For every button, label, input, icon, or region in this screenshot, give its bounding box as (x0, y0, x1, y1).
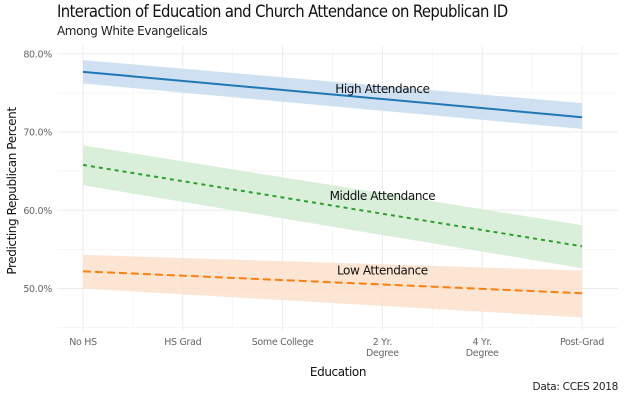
confidence-bands (83, 60, 582, 318)
y-tick-label: 80.0% (23, 49, 52, 60)
x-tick-label: HS Grad (164, 337, 201, 348)
confidence-band-low-attendance (83, 254, 582, 318)
y-tick-label: 70.0% (23, 128, 52, 139)
y-axis-ticks: 50.0% 60.0% 70.0% 80.0% (23, 49, 52, 295)
x-axis-title: Education (310, 365, 366, 379)
series-lines (82, 70, 583, 295)
confidence-band-middle-attendance (83, 145, 582, 269)
chart-subtitle: Among White Evangelicals (57, 24, 208, 38)
y-tick-label: 50.0% (23, 284, 52, 295)
series-label-high-attendance: High Attendance (335, 82, 429, 96)
x-tick-label: No HS (69, 337, 97, 348)
y-tick-label: 60.0% (23, 206, 52, 217)
series-labels: High Attendance Middle Attendance Low Atte… (330, 82, 436, 278)
series-label-middle-attendance: Middle Attendance (330, 189, 436, 203)
x-tick-label: Post-Grad (560, 337, 604, 348)
chart-caption: Data: CCES 2018 (532, 381, 619, 393)
x-axis-ticks: No HS HS Grad Some College 2 Yr. Degree 4 Yr.… (69, 337, 604, 359)
x-tick-label: 2 Yr. Degree (366, 337, 399, 359)
series-label-low-attendance: Low Attendance (337, 264, 428, 278)
x-tick-label: Some College (252, 337, 314, 348)
chart-title: Interaction of Education and Church Atte… (57, 2, 508, 21)
series-line-high-attendance (82, 70, 583, 119)
x-tick-label: 4 Yr. Degree (466, 337, 499, 359)
y-axis-title: Predicting Republican Percent (5, 107, 19, 275)
